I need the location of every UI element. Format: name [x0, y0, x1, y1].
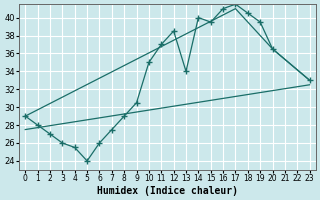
X-axis label: Humidex (Indice chaleur): Humidex (Indice chaleur): [97, 186, 238, 196]
